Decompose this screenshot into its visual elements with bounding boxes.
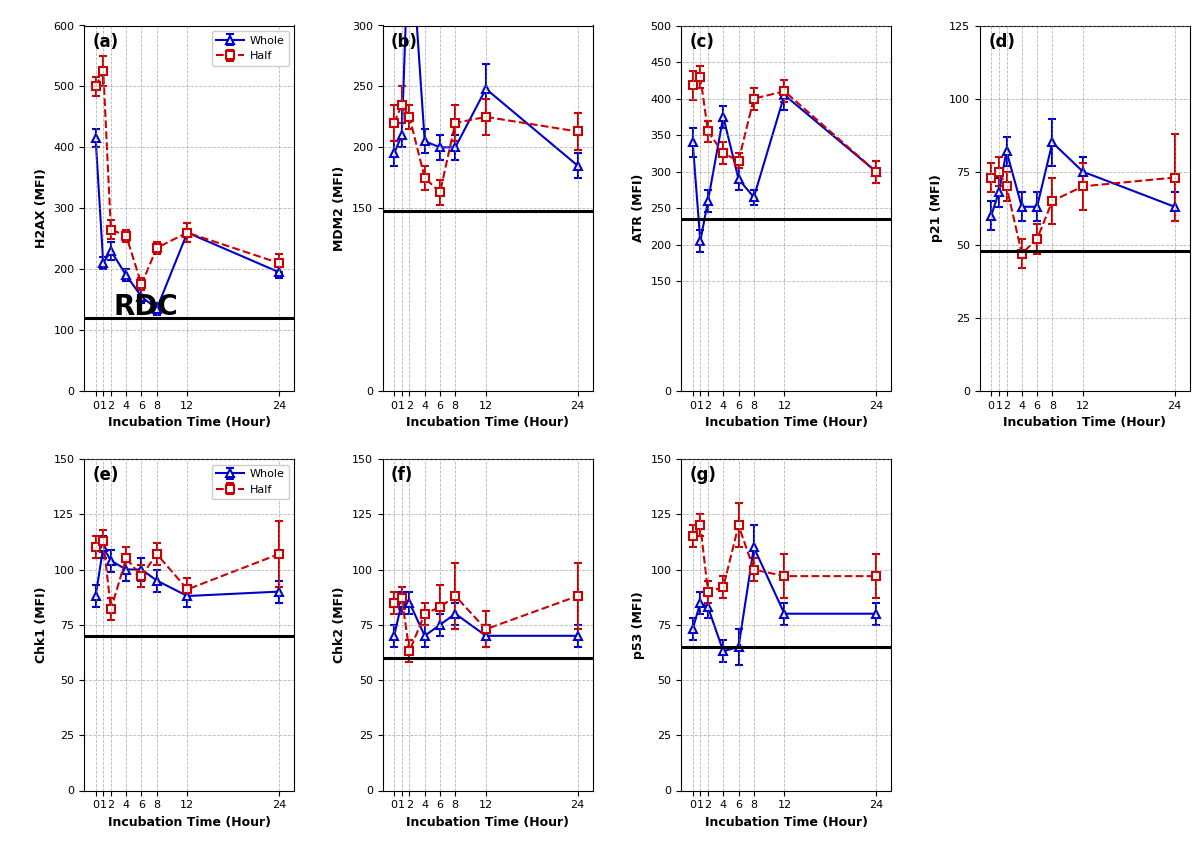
- Y-axis label: H2AX (MFI): H2AX (MFI): [35, 168, 48, 248]
- Y-axis label: MDM2 (MFI): MDM2 (MFI): [333, 166, 346, 251]
- Text: (g): (g): [690, 466, 716, 484]
- Legend: Whole, Half: Whole, Half: [212, 465, 288, 499]
- X-axis label: Incubation Time (Hour): Incubation Time (Hour): [406, 816, 570, 829]
- Y-axis label: p53 (MFI): p53 (MFI): [632, 591, 644, 659]
- Text: (f): (f): [391, 466, 413, 484]
- Text: (c): (c): [690, 33, 714, 51]
- Text: (a): (a): [93, 33, 119, 51]
- Text: (b): (b): [391, 33, 418, 51]
- X-axis label: Incubation Time (Hour): Incubation Time (Hour): [1004, 416, 1166, 429]
- X-axis label: Incubation Time (Hour): Incubation Time (Hour): [108, 416, 270, 429]
- X-axis label: Incubation Time (Hour): Incubation Time (Hour): [406, 416, 570, 429]
- X-axis label: Incubation Time (Hour): Incubation Time (Hour): [108, 816, 270, 829]
- Text: RDC: RDC: [113, 293, 178, 321]
- Text: (d): (d): [988, 33, 1014, 51]
- Y-axis label: Chk2 (MFI): Chk2 (MFI): [333, 586, 346, 663]
- X-axis label: Incubation Time (Hour): Incubation Time (Hour): [704, 416, 868, 429]
- Y-axis label: p21 (MFI): p21 (MFI): [930, 174, 944, 242]
- X-axis label: Incubation Time (Hour): Incubation Time (Hour): [704, 816, 868, 829]
- Legend: Whole, Half: Whole, Half: [212, 31, 288, 65]
- Y-axis label: Chk1 (MFI): Chk1 (MFI): [35, 586, 48, 663]
- Y-axis label: ATR (MFI): ATR (MFI): [632, 174, 644, 242]
- Text: (e): (e): [93, 466, 119, 484]
